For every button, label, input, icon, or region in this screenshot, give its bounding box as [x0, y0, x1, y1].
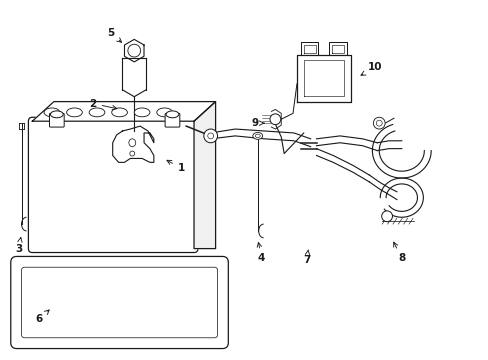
FancyBboxPatch shape: [11, 256, 228, 348]
Text: 1: 1: [166, 160, 184, 173]
Text: 4: 4: [257, 243, 265, 264]
Ellipse shape: [134, 108, 150, 117]
FancyBboxPatch shape: [28, 117, 198, 252]
Polygon shape: [194, 102, 215, 249]
FancyBboxPatch shape: [21, 267, 217, 338]
Ellipse shape: [255, 134, 260, 138]
Text: 7: 7: [303, 250, 310, 265]
Ellipse shape: [252, 132, 262, 139]
Polygon shape: [32, 102, 215, 121]
Text: 6: 6: [36, 310, 49, 324]
Circle shape: [128, 44, 141, 57]
Ellipse shape: [50, 111, 63, 118]
Ellipse shape: [44, 108, 60, 117]
Text: 5: 5: [107, 28, 122, 42]
Circle shape: [269, 114, 280, 125]
Text: 9: 9: [251, 118, 264, 128]
Ellipse shape: [66, 108, 82, 117]
Ellipse shape: [89, 108, 104, 117]
Ellipse shape: [129, 139, 136, 147]
Text: 8: 8: [393, 242, 405, 264]
Ellipse shape: [130, 151, 135, 156]
Circle shape: [373, 117, 385, 129]
Circle shape: [376, 120, 382, 126]
Text: 2: 2: [89, 99, 117, 110]
Ellipse shape: [166, 111, 179, 118]
Circle shape: [203, 129, 217, 143]
Ellipse shape: [157, 108, 172, 117]
Circle shape: [207, 133, 213, 139]
Ellipse shape: [111, 108, 127, 117]
Text: 3: 3: [15, 238, 22, 253]
Text: 10: 10: [360, 62, 382, 75]
FancyBboxPatch shape: [165, 113, 180, 127]
FancyBboxPatch shape: [49, 113, 64, 127]
Circle shape: [381, 211, 392, 222]
